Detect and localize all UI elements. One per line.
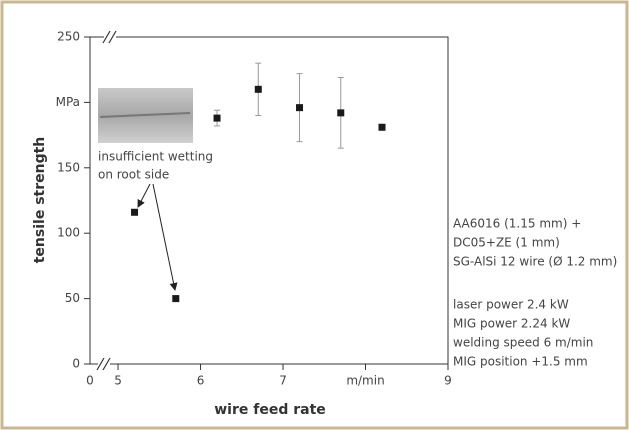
y-tick-label: 100 xyxy=(57,226,80,240)
point xyxy=(296,104,304,112)
point xyxy=(172,295,180,303)
annotation: on root side xyxy=(98,168,169,182)
plot-box xyxy=(89,36,449,365)
note: DC05+ZE (1 mm) xyxy=(453,236,560,250)
arrow xyxy=(152,183,178,291)
point xyxy=(131,208,139,216)
x-tick-label: 5 xyxy=(114,374,122,388)
point xyxy=(254,85,262,93)
x-axis-label: wire feed rate xyxy=(214,402,326,418)
point xyxy=(378,123,386,131)
x-tick-label: 6 xyxy=(197,374,205,388)
note: AA6016 (1.15 mm) + xyxy=(453,217,581,231)
inset-seam xyxy=(99,112,191,118)
note: laser power 2.4 kW xyxy=(453,298,569,312)
note: MIG position +1.5 mm xyxy=(453,355,588,369)
y-tick-label: 250 xyxy=(57,30,80,44)
x-tick-label: m/min xyxy=(346,374,384,388)
y-tick-label: 150 xyxy=(57,160,80,174)
annotation: insufficient wetting xyxy=(98,150,213,164)
x-tick-label: 9 xyxy=(444,374,452,388)
note: MIG power 2.24 kW xyxy=(453,317,570,331)
point xyxy=(213,114,221,122)
arrow xyxy=(137,183,151,208)
x-tick-label: 7 xyxy=(279,374,287,388)
y-tick-label: MPa xyxy=(56,95,80,109)
note: welding speed 6 m/min xyxy=(453,336,593,350)
note: SG-AlSi 12 wire (Ø 1.2 mm) xyxy=(453,255,617,269)
y-axis-label: tensile strength xyxy=(32,137,48,264)
y-tick-label: 50 xyxy=(65,291,80,305)
x-origin-label: 0 xyxy=(86,374,94,388)
y-tick-label: 0 xyxy=(72,357,80,371)
point xyxy=(337,109,345,117)
axis-breaks xyxy=(96,30,117,371)
